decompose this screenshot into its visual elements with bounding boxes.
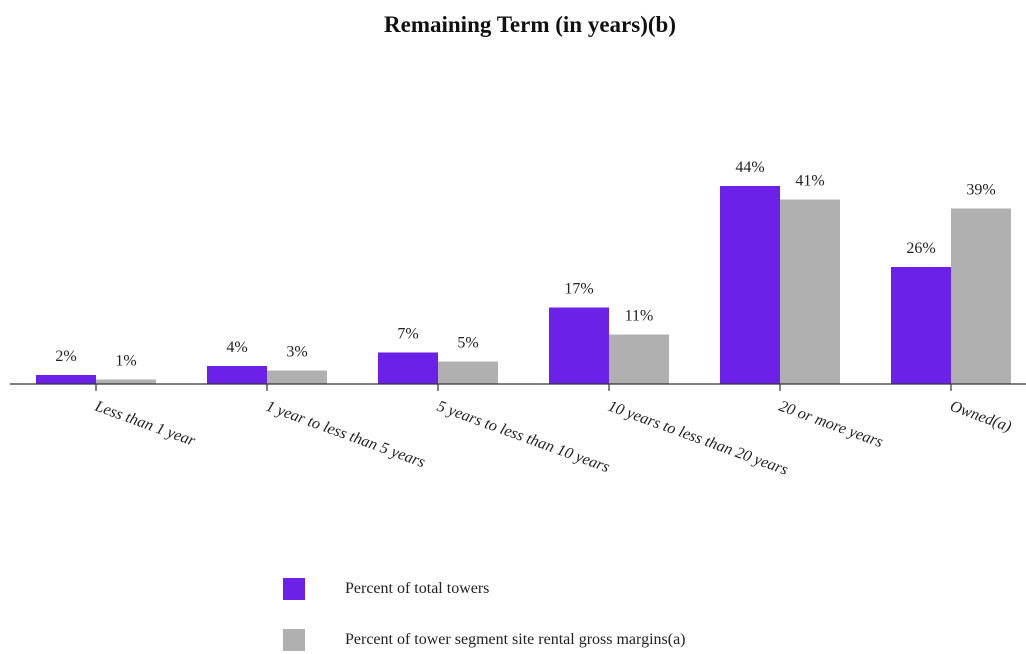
bar-series2-5 [780,199,840,384]
ticks-layer [95,384,952,391]
legend-swatch-gross-margins [283,629,305,651]
bar-series2-3 [438,361,498,384]
legend-swatch-total-towers [283,578,305,600]
bar-series2-2 [267,370,327,384]
x-tick-label-2: 1 year to less than 5 years [264,398,428,471]
data-label-series1-2: 4% [226,339,247,356]
data-label-series2-2: 3% [286,344,307,361]
bar-series1-5 [720,186,780,384]
bar-series1-4 [549,307,609,384]
data-label-series2-1: 1% [115,353,136,370]
legend-label-gross-margins: Percent of tower segment site rental gro… [345,631,686,648]
x-tick-label-3: 5 years to less than 10 years [435,398,612,476]
data-label-series1-4: 17% [564,281,593,298]
data-label-series1-6: 26% [906,240,935,257]
data-label-series2-3: 5% [457,335,478,352]
x-tick-label-6: Owned(a) [948,398,1014,436]
bar-series1-2 [207,366,267,384]
x-tick-label-1: Less than 1 year [92,397,198,450]
bar-series1-6 [891,267,951,384]
x-tick-label-5: 20 or more years [777,398,885,451]
data-label-series2-5: 41% [795,173,824,190]
data-label-series1-5: 44% [735,159,764,176]
bar-series1-3 [378,352,438,384]
bars-layer [36,186,1011,384]
legend-item-total-towers: Percent of total towers [283,578,489,600]
bar-chart: 2% 1% Less than 1 year 4% 3% 1 year to less t… [10,159,1026,479]
x-tick-label-4: 10 years to less than 20 years [606,398,791,479]
legend-item-gross-margins: Percent of tower segment site rental gro… [283,629,686,651]
labels-layer: 2% 1% Less than 1 year 4% 3% 1 year to less t… [55,159,1013,479]
bar-series1-1 [36,375,96,384]
data-label-series2-4: 11% [625,308,654,325]
bar-series2-4 [609,334,669,384]
bar-series2-6 [951,208,1011,384]
chart-title: Remaining Term (in years)(b) [384,12,676,37]
legend-label-total-towers: Percent of total towers [345,580,490,597]
data-label-series1-1: 2% [55,348,76,365]
data-label-series1-3: 7% [397,326,418,343]
bar-series2-1 [96,379,156,384]
data-label-series2-6: 39% [966,182,995,199]
